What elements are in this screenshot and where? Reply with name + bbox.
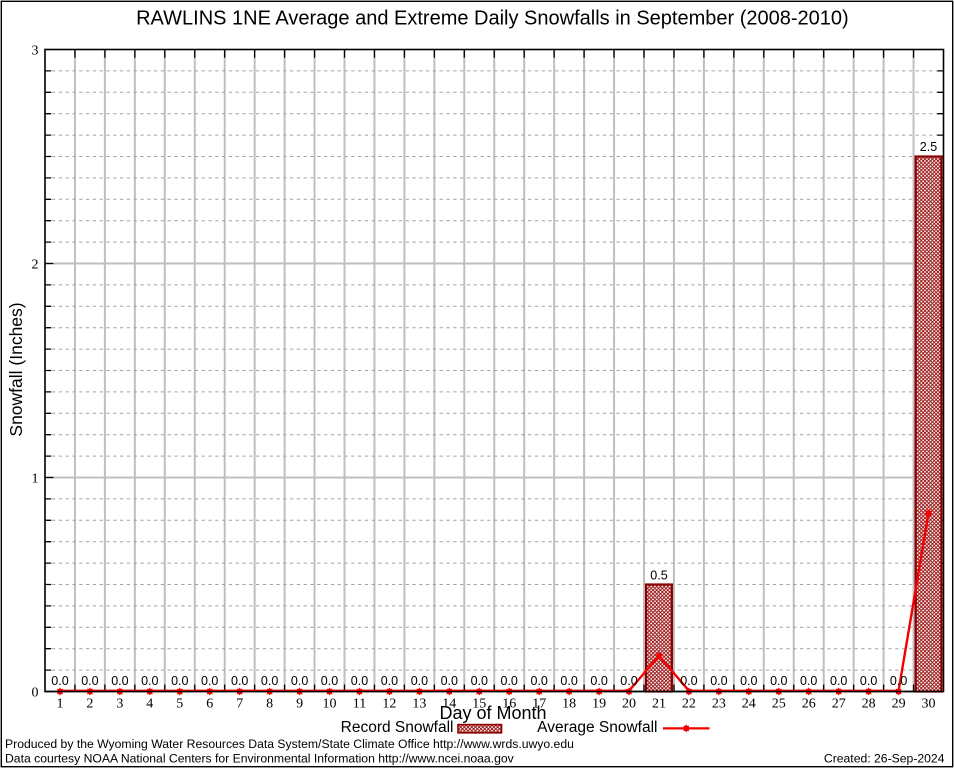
svg-text:21: 21: [652, 696, 666, 711]
svg-text:Record Snowfall: Record Snowfall: [341, 719, 454, 736]
svg-text:12: 12: [382, 696, 396, 711]
svg-text:0.0: 0.0: [800, 674, 817, 688]
svg-text:1: 1: [57, 696, 64, 711]
svg-text:5: 5: [176, 696, 183, 711]
svg-text:2: 2: [32, 257, 39, 272]
svg-text:17: 17: [532, 696, 546, 711]
svg-text:9: 9: [296, 696, 303, 711]
svg-text:0.0: 0.0: [441, 674, 458, 688]
svg-text:0.0: 0.0: [620, 674, 637, 688]
svg-text:24: 24: [742, 696, 756, 711]
svg-text:0.0: 0.0: [680, 674, 697, 688]
svg-text:0.0: 0.0: [770, 674, 787, 688]
svg-text:1: 1: [32, 471, 39, 486]
svg-text:0.0: 0.0: [830, 674, 847, 688]
svg-text:11: 11: [353, 696, 366, 711]
svg-text:0.0: 0.0: [710, 674, 727, 688]
svg-text:15: 15: [472, 696, 486, 711]
svg-text:0.0: 0.0: [171, 674, 188, 688]
svg-text:30: 30: [922, 696, 936, 711]
svg-text:0.0: 0.0: [411, 674, 428, 688]
svg-text:RAWLINS 1NE Average and Extrem: RAWLINS 1NE Average and Extreme Daily Sn…: [136, 8, 849, 30]
svg-text:Snowfall (Inches): Snowfall (Inches): [6, 302, 26, 436]
svg-text:0.0: 0.0: [141, 674, 158, 688]
svg-text:26: 26: [802, 696, 816, 711]
svg-text:6: 6: [206, 696, 213, 711]
svg-text:18: 18: [562, 696, 576, 711]
svg-text:13: 13: [412, 696, 426, 711]
svg-text:0.0: 0.0: [471, 674, 488, 688]
svg-text:Created: 26-Sep-2024: Created: 26-Sep-2024: [824, 752, 945, 766]
svg-text:0.0: 0.0: [590, 674, 607, 688]
svg-text:23: 23: [712, 696, 726, 711]
svg-text:22: 22: [682, 696, 696, 711]
svg-text:20: 20: [622, 696, 636, 711]
svg-text:0.0: 0.0: [740, 674, 757, 688]
svg-text:0.0: 0.0: [261, 674, 278, 688]
svg-text:0.0: 0.0: [560, 674, 577, 688]
svg-text:29: 29: [892, 696, 906, 711]
svg-text:Day of Month: Day of Month: [439, 703, 546, 723]
svg-text:0.0: 0.0: [501, 674, 518, 688]
svg-text:0.0: 0.0: [201, 674, 218, 688]
svg-text:3: 3: [116, 696, 123, 711]
svg-text:2.5: 2.5: [920, 140, 937, 154]
svg-text:0.0: 0.0: [321, 674, 338, 688]
svg-text:10: 10: [323, 696, 337, 711]
svg-text:0.0: 0.0: [231, 674, 248, 688]
svg-text:0.5: 0.5: [650, 569, 667, 583]
svg-text:0.0: 0.0: [51, 674, 68, 688]
svg-text:Produced by the Wyoming Water: Produced by the Wyoming Water Resources …: [5, 737, 574, 751]
svg-text:2: 2: [86, 696, 93, 711]
svg-text:Data courtesy NOAA National Ce: Data courtesy NOAA National Centers for …: [5, 752, 515, 766]
svg-text:19: 19: [592, 696, 606, 711]
svg-text:0.0: 0.0: [351, 674, 368, 688]
svg-text:27: 27: [832, 696, 846, 711]
svg-text:4: 4: [146, 696, 153, 711]
svg-text:0.0: 0.0: [111, 674, 128, 688]
svg-text:0.0: 0.0: [291, 674, 308, 688]
svg-text:0.0: 0.0: [81, 674, 98, 688]
svg-text:3: 3: [32, 43, 39, 58]
svg-text:0.0: 0.0: [381, 674, 398, 688]
svg-text:14: 14: [442, 696, 456, 711]
svg-text:8: 8: [266, 696, 273, 711]
svg-text:25: 25: [772, 696, 786, 711]
svg-text:0.0: 0.0: [890, 674, 907, 688]
svg-text:Average Snowfall: Average Snowfall: [537, 719, 657, 736]
svg-text:28: 28: [862, 696, 876, 711]
svg-text:0.0: 0.0: [860, 674, 877, 688]
svg-text:7: 7: [236, 696, 243, 711]
svg-text:16: 16: [502, 696, 516, 711]
svg-text:0.0: 0.0: [531, 674, 548, 688]
svg-text:0: 0: [32, 685, 39, 700]
